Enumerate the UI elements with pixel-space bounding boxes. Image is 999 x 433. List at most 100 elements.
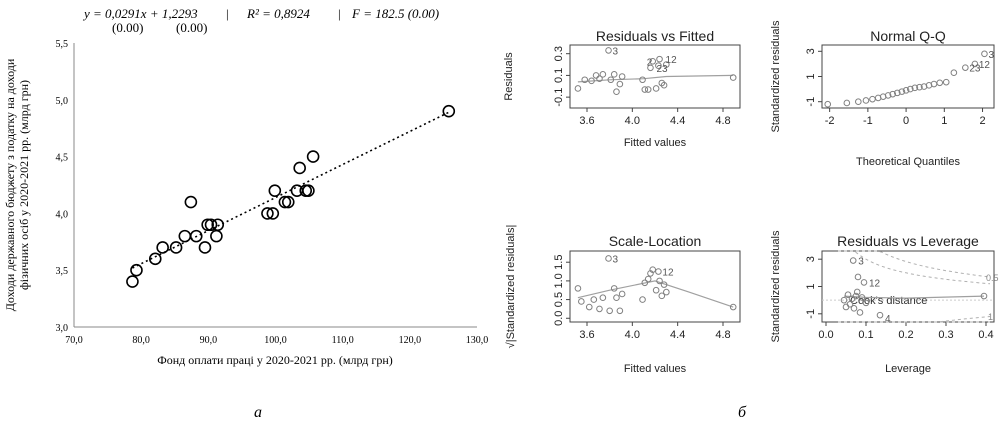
x-tick-label: 4.0 bbox=[625, 115, 640, 127]
x-tick-label: 0.0 bbox=[818, 329, 833, 341]
x-tick-label: 0.2 bbox=[898, 329, 913, 341]
data-point bbox=[644, 86, 652, 93]
outlier-label: 3 bbox=[988, 50, 994, 61]
data-point bbox=[610, 71, 618, 78]
x-tick-label: 80,0 bbox=[132, 335, 150, 346]
data-point bbox=[950, 69, 958, 77]
x-tick-label: 70,0 bbox=[65, 335, 83, 346]
data-point bbox=[581, 76, 589, 84]
data-point bbox=[906, 85, 914, 93]
smooth-line bbox=[843, 295, 985, 299]
y-axis-label: √|Standardized residuals| bbox=[505, 225, 517, 349]
data-point bbox=[281, 195, 295, 209]
data-point bbox=[853, 288, 861, 296]
y-tick-label: 3 bbox=[805, 48, 817, 54]
diagnostic-panels: Residuals vs Fitted Fitted values Residual… bbox=[503, 20, 999, 421]
cooks-distance-curve bbox=[838, 316, 991, 323]
equation-separator-2: | bbox=[338, 6, 341, 21]
data-point bbox=[649, 266, 657, 273]
f-statistic: F = 182.5 (0.00) bbox=[351, 6, 439, 21]
data-point bbox=[201, 218, 214, 232]
outlier-label: 3 bbox=[613, 46, 619, 57]
data-point bbox=[596, 305, 603, 313]
x-axis-label: Theoretical Quantiles bbox=[856, 156, 960, 168]
outlier-label: 12 bbox=[662, 268, 674, 279]
data-point bbox=[656, 55, 663, 63]
data-point bbox=[156, 241, 169, 254]
data-point bbox=[641, 86, 649, 93]
data-point bbox=[198, 241, 212, 254]
data-point bbox=[178, 229, 192, 243]
x-tick-label: 0.3 bbox=[938, 329, 953, 341]
data-point bbox=[660, 81, 668, 89]
data-point bbox=[606, 307, 613, 315]
y-tick-label: 1 bbox=[805, 73, 817, 79]
data-point bbox=[588, 77, 595, 85]
data-point bbox=[855, 98, 862, 105]
regression-equation: y = 0,0291x + 1,2293 bbox=[82, 6, 198, 21]
y-tick-label: 3,5 bbox=[56, 266, 69, 277]
r-squared: R² = 0,8924 bbox=[246, 6, 310, 21]
const-p-value: (0.00) bbox=[176, 20, 207, 35]
data-point bbox=[130, 263, 143, 277]
data-point bbox=[302, 184, 315, 197]
data-point bbox=[204, 218, 218, 232]
data-point bbox=[268, 184, 282, 197]
x-tick-label: -2 bbox=[825, 115, 835, 127]
data-point bbox=[844, 291, 852, 298]
data-point bbox=[616, 307, 624, 315]
data-point bbox=[574, 85, 582, 92]
y-tick-label: 5,5 bbox=[56, 39, 69, 50]
data-point bbox=[184, 195, 198, 209]
y-tick-label: -0.1 bbox=[553, 88, 565, 107]
y-tick-label: 0.1 bbox=[553, 68, 565, 83]
x-tick-labels: 70,0 80,0 90,0 100,0 110,0 120,0 130,0 bbox=[65, 335, 488, 346]
plot-frame bbox=[569, 44, 741, 109]
panel-title: Residuals vs Fitted bbox=[596, 28, 714, 44]
residuals-vs-fitted-panel: Residuals vs Fitted Fitted values Residual… bbox=[503, 28, 741, 149]
x-axis-label: Leverage bbox=[885, 363, 931, 375]
data-point bbox=[852, 292, 860, 300]
data-point bbox=[962, 64, 969, 71]
data-point bbox=[843, 99, 851, 107]
data-point bbox=[649, 57, 657, 65]
data-point bbox=[616, 80, 624, 88]
data-point bbox=[942, 78, 950, 86]
x-tick-label: 90,0 bbox=[200, 335, 218, 346]
y-axis-label-line1: Доходи державного бюджету з податку на д… bbox=[3, 58, 17, 311]
outlier-label: 4 bbox=[885, 314, 891, 325]
data-point bbox=[652, 85, 660, 92]
x-tick-label: 130,0 bbox=[466, 335, 489, 346]
x-tick-label: -1 bbox=[863, 115, 873, 127]
data-point bbox=[862, 299, 870, 307]
smooth-line bbox=[577, 74, 734, 83]
data-point bbox=[293, 161, 306, 175]
outlier-label: 12 bbox=[666, 55, 678, 66]
scatter-chart-a: y = 0,0291x + 1,2293 | R² = 0,8924 | F =… bbox=[3, 6, 488, 421]
data-point bbox=[607, 76, 615, 84]
data-point bbox=[971, 60, 979, 68]
residuals-vs-leverage-panel: Residuals vs Leverage Leverage Standardize… bbox=[770, 230, 999, 375]
x-tick-label: 3.6 bbox=[579, 329, 594, 341]
data-point bbox=[824, 100, 832, 108]
data-point bbox=[306, 150, 320, 163]
y-tick-label: 5,0 bbox=[56, 96, 69, 107]
y-tick-label: 0.3 bbox=[553, 46, 565, 61]
data-point bbox=[644, 275, 652, 283]
y-tick-label: 1.5 bbox=[553, 255, 565, 270]
data-point bbox=[656, 277, 663, 285]
y-tick-label: 0.5 bbox=[553, 292, 565, 307]
data-point bbox=[884, 92, 892, 99]
data-point bbox=[658, 292, 666, 300]
outlier-label: 3 bbox=[858, 257, 864, 268]
trend-line bbox=[132, 111, 450, 269]
data-point bbox=[278, 195, 292, 209]
x-tick-label: 4.8 bbox=[715, 329, 730, 341]
x-tick-label: 120,0 bbox=[399, 335, 422, 346]
x-tick-label: 4.8 bbox=[715, 115, 730, 127]
x-tick-label: 4.4 bbox=[670, 115, 685, 127]
y-tick-label: 4,0 bbox=[56, 209, 69, 220]
data-point bbox=[893, 89, 901, 97]
y-tick-label: -1 bbox=[805, 97, 817, 107]
